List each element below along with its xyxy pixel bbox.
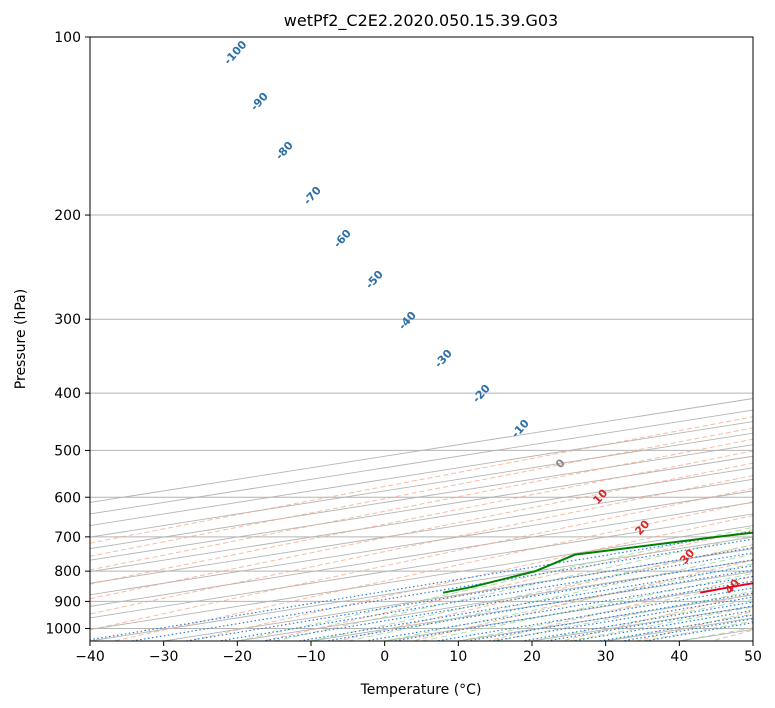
y-tick-label: 200 bbox=[54, 208, 81, 224]
chart-title: wetPf2_C2E2.2020.050.15.39.G03 bbox=[284, 11, 558, 31]
dry-adiabat-line bbox=[263, 529, 753, 641]
y-tick-label: 1000 bbox=[45, 621, 81, 637]
line-label: -90 bbox=[248, 90, 271, 114]
isotherm-line bbox=[384, 582, 753, 641]
moist-adiabat-line bbox=[642, 620, 753, 641]
dry-adiabat-line bbox=[188, 514, 753, 641]
y-tick-label: 400 bbox=[54, 386, 81, 402]
dry-adiabat-line bbox=[412, 559, 753, 641]
isotherm-line bbox=[90, 478, 753, 584]
moist-adiabat-line bbox=[495, 590, 753, 641]
line-label: -60 bbox=[331, 227, 354, 251]
moist-adiabat-line bbox=[384, 563, 753, 641]
isotherm-line bbox=[90, 513, 753, 619]
line-label: -20 bbox=[470, 382, 493, 406]
moist-adiabat-line bbox=[347, 553, 753, 641]
isotherm-line bbox=[752, 640, 753, 641]
y-tick-label: 900 bbox=[54, 594, 81, 610]
y-axis: 100 200 300 400 500 600 700 800 900 1000 bbox=[45, 30, 90, 637]
y-tick-label: 100 bbox=[54, 30, 81, 46]
x-tick-label: 50 bbox=[744, 649, 762, 665]
series-layer bbox=[442, 531, 753, 594]
dewpoint-profile-line bbox=[442, 531, 753, 594]
x-tick-label: 30 bbox=[597, 649, 615, 665]
dry-adiabat-line bbox=[562, 592, 753, 641]
line-label: -100 bbox=[221, 38, 249, 67]
isotherm-line bbox=[310, 571, 753, 641]
x-axis-label: Temperature (°C) bbox=[360, 682, 482, 698]
line-label: -70 bbox=[301, 184, 324, 208]
x-tick-label: 10 bbox=[449, 649, 467, 665]
line-label: -50 bbox=[363, 268, 386, 292]
line-label: -10 bbox=[509, 417, 532, 441]
line-label-layer: -100-90-80-70-60-50-40-30-20-10010203040… bbox=[221, 38, 742, 597]
adiabat-layer bbox=[90, 416, 753, 641]
mixing-ratio-line bbox=[436, 587, 753, 641]
isotherm-line bbox=[90, 536, 753, 641]
y-axis-label: Pressure (hPa) bbox=[13, 289, 29, 389]
mixing-ratio-line bbox=[546, 605, 753, 641]
x-tick-label: −30 bbox=[149, 649, 179, 665]
mixing-ratio-line bbox=[467, 592, 753, 641]
isotherm-line bbox=[90, 444, 753, 550]
line-label: 10 bbox=[590, 486, 610, 506]
moist-adiabat-line bbox=[421, 572, 753, 641]
dry-adiabat-line bbox=[487, 575, 753, 641]
isotherm-line bbox=[531, 605, 753, 641]
isotherm-line bbox=[237, 559, 753, 641]
y-tick-label: 700 bbox=[54, 530, 81, 546]
plot-frame bbox=[89, 36, 754, 642]
isotherm-line bbox=[90, 525, 753, 630]
x-tick-label: −10 bbox=[296, 649, 326, 665]
mixing-ratio-line bbox=[645, 622, 753, 641]
mixing-ratio-line bbox=[131, 538, 753, 641]
x-tick-label: −20 bbox=[223, 649, 253, 665]
mixing-ratio-line bbox=[326, 569, 753, 641]
dry-adiabat-line bbox=[338, 544, 753, 641]
y-tick-label: 300 bbox=[54, 312, 81, 328]
moist-adiabat-line bbox=[237, 526, 753, 641]
x-tick-label: 20 bbox=[523, 649, 541, 665]
mixing-ratio-line bbox=[218, 552, 753, 641]
line-label: -30 bbox=[432, 347, 455, 371]
isotherm-line bbox=[90, 455, 753, 561]
isotherm-line bbox=[90, 467, 753, 573]
moist-adiabat-line bbox=[531, 598, 753, 641]
y-tick-label: 500 bbox=[54, 443, 81, 459]
mixing-ratio-line bbox=[394, 580, 753, 641]
x-tick-label: 40 bbox=[670, 649, 688, 665]
dry-adiabat-line bbox=[636, 610, 753, 641]
mixing-ratio-line bbox=[492, 596, 753, 641]
y-tick-label: 800 bbox=[54, 564, 81, 580]
x-tick-label: 0 bbox=[380, 649, 389, 665]
isotherm-line bbox=[90, 501, 753, 607]
grid-layer bbox=[90, 37, 753, 641]
line-label: 0 bbox=[553, 456, 568, 471]
line-label: 30 bbox=[677, 546, 697, 566]
line-label: -80 bbox=[273, 139, 296, 163]
x-tick-label: −40 bbox=[75, 649, 105, 665]
x-axis: −40 −30 −20 −10 0 10 20 30 40 50 bbox=[75, 641, 762, 665]
line-label: -40 bbox=[396, 309, 419, 333]
mixing-ratio-line bbox=[262, 559, 753, 641]
y-tick-label: 600 bbox=[54, 490, 81, 506]
moist-adiabat-line bbox=[310, 544, 753, 641]
